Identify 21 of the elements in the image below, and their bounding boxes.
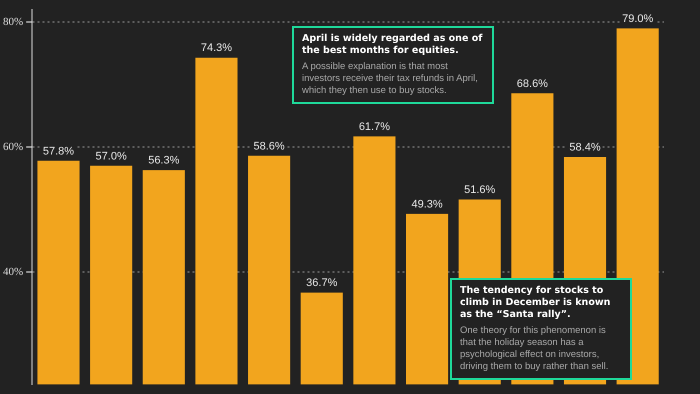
annotation: A possible explanation is that most investors receive their tax refunds in April, which they then use to buy stocks. <box>302 61 479 97</box>
data-label: 57.0% <box>96 150 127 162</box>
data-label: 74.3% <box>200 42 232 54</box>
data-label: 68.6% <box>516 78 548 90</box>
data-label: 79.0% <box>622 12 654 25</box>
y-tick-label: 80% <box>2 16 24 28</box>
y-tick-label: 40% <box>2 266 24 278</box>
annotation: April is widely regarded as one of the best months for equities. <box>302 33 484 57</box>
annotation: One theory for this phenomenon is that the holiday season has a psychological effect on investors, driving them to buy rather than sell. <box>460 325 610 373</box>
callout-box: April is widely regarded as one of the best months for equities. A possible explanation is that most investors receive their tax refunds in April, which they then use to buy stocks. <box>292 26 494 104</box>
annotation: The tendency for stocks to climb in December is known as the “Santa rally”. <box>460 285 612 321</box>
data-label: 57.8% <box>42 145 74 158</box>
data-label: 61.7% <box>358 120 390 133</box>
data-label: 56.3% <box>148 154 180 167</box>
data-label: 36.7% <box>306 277 338 290</box>
data-label: 49.3% <box>411 198 443 210</box>
callout-box: The tendency for stocks to climb in December is known as the “Santa rally”. One theory for this phenomenon is that the holiday season has a psychological effect on investors, driving them to buy rather than sell. <box>450 278 632 380</box>
data-label: 58.6% <box>254 140 285 152</box>
data-label: 58.4% <box>569 142 601 154</box>
y-tick-label: 60% <box>2 140 24 153</box>
data-label: 51.6% <box>464 184 496 196</box>
